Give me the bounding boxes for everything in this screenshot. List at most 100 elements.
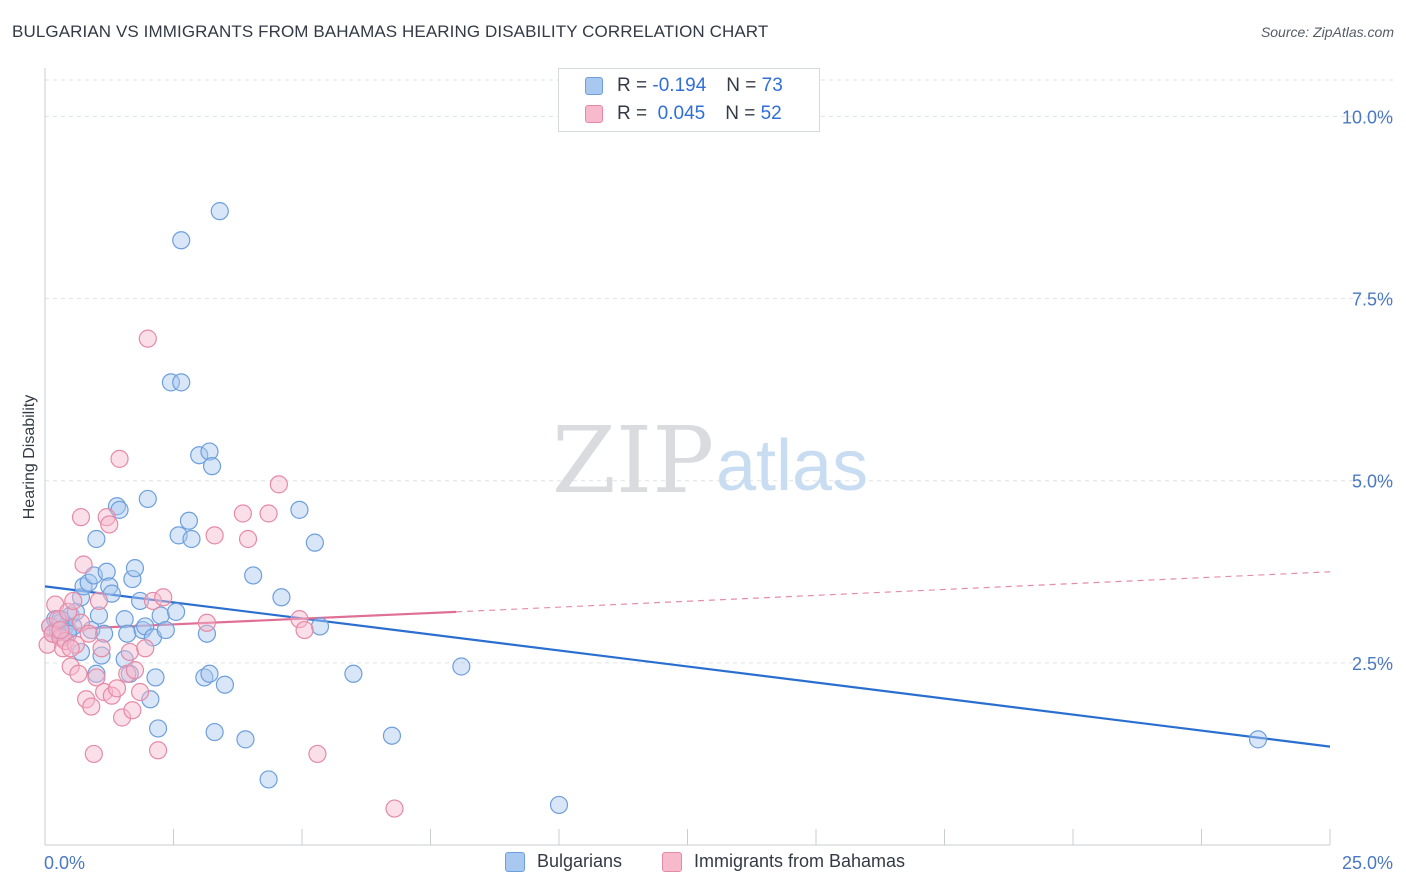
bahamas-point — [269, 475, 288, 494]
bulgarians-point — [215, 675, 234, 694]
bulgarians-point — [141, 690, 160, 709]
bulgarians-point — [97, 562, 116, 581]
series-legend: Bulgarians Immigrants from Bahamas — [0, 851, 1406, 877]
bahamas-point — [136, 639, 155, 658]
bahamas-point — [238, 529, 258, 549]
bahamas-point — [82, 697, 101, 716]
bahamas-point — [112, 708, 132, 727]
bahamas-point — [138, 329, 157, 348]
bahamas-point — [64, 591, 83, 611]
bulgarians-point — [382, 726, 402, 745]
bulgarians-point — [92, 646, 111, 665]
bahamas-point — [92, 639, 111, 658]
bahamas-point — [125, 661, 145, 680]
legend-item-bulgarians: Bulgarians — [505, 851, 622, 872]
bahamas-point — [100, 515, 119, 534]
watermark-atlas: atlas — [716, 426, 868, 506]
bahamas-trend-extension — [456, 571, 1331, 613]
bahamas-trend-line — [44, 610, 457, 632]
bulgarians-point — [172, 373, 191, 392]
bahamas-point — [79, 624, 98, 643]
bulgarians-point — [123, 569, 142, 589]
y-tick-labels: 2.5% 5.0% 7.5% 10.0% — [1342, 107, 1393, 673]
trend-lines — [44, 571, 1331, 748]
bulgarians-point — [156, 620, 175, 640]
legend-r-label: R = — [617, 103, 648, 124]
bahamas-point — [97, 508, 116, 527]
bahamas-point — [130, 682, 150, 702]
watermark-zip: ZIP — [552, 407, 714, 514]
legend-swatch — [662, 851, 682, 872]
bulgarians-point — [130, 591, 150, 611]
bulgarians-point — [272, 588, 291, 607]
bahamas-point — [110, 449, 129, 468]
bulgarians-point — [190, 446, 209, 465]
data-points — [38, 202, 1268, 818]
bulgarians-point — [259, 770, 278, 789]
bahamas-point — [71, 508, 91, 527]
bulgarians-point — [202, 457, 222, 476]
x-tick-labels: 0.0% 25.0% — [44, 853, 1393, 873]
bulgarians-point — [244, 566, 263, 585]
bulgarians-point — [344, 664, 363, 683]
legend-r-label: R = — [617, 75, 648, 96]
bahamas-point — [148, 741, 168, 760]
y-tick-label: 5.0% — [1352, 472, 1393, 492]
legend-n-label: N = — [725, 103, 756, 124]
legend-label: Bulgarians — [537, 851, 623, 871]
bahamas-point — [69, 664, 88, 683]
bahamas-point — [87, 668, 106, 687]
bahamas-point — [61, 657, 80, 676]
legend-n-value: 73 — [761, 75, 783, 96]
bulgarians-point — [87, 529, 106, 549]
legend-swatch-bulgarians — [585, 77, 603, 95]
legend-row-bahamas: R = 0.045 N = 52 — [585, 102, 782, 126]
bahamas-point — [233, 504, 252, 523]
bulgarians-point — [125, 559, 145, 578]
bahamas-point — [290, 610, 309, 629]
legend-r-value: -0.194 — [652, 75, 707, 96]
bulgarians-point — [200, 664, 219, 683]
bulgarians-point — [310, 617, 330, 636]
y-tick-label: 10.0% — [1342, 107, 1393, 127]
bulgarians-point — [236, 730, 255, 749]
bulgarians-point — [100, 577, 119, 596]
y-tick-label: 2.5% — [1352, 654, 1393, 674]
bulgarians-point — [179, 511, 199, 530]
bahamas-point — [89, 591, 109, 611]
x-tick-label: 25.0% — [1342, 853, 1393, 873]
bahamas-point — [259, 504, 278, 523]
bulgarians-point — [290, 500, 309, 519]
bulgarians-point — [118, 624, 137, 643]
legend-swatch — [505, 851, 525, 872]
bulgarians-point — [146, 668, 165, 687]
bulgarians-point — [115, 610, 134, 629]
legend-swatch-bahamas — [585, 105, 603, 123]
legend-n-label: N = — [726, 75, 757, 96]
bahamas-point — [385, 799, 404, 818]
bahamas-point — [120, 642, 139, 662]
bulgarians-point — [95, 624, 114, 643]
bahamas-point — [61, 639, 80, 658]
bulgarians-point — [1248, 730, 1268, 749]
bulgarians-trend-line — [44, 585, 1331, 748]
bulgarians-point — [161, 373, 181, 392]
bulgarians-point — [210, 202, 229, 221]
bulgarians-point — [148, 719, 168, 738]
bahamas-point — [123, 701, 142, 720]
bulgarians-point — [452, 657, 471, 676]
bulgarians-point — [89, 606, 109, 625]
watermark: ZIP atlas — [552, 407, 868, 514]
bulgarians-point — [182, 529, 201, 549]
stats-legend: R = -0.194 N = 73 R = 0.045 N = 52 — [558, 68, 820, 132]
bahamas-point — [84, 744, 103, 764]
legend-n-value: 52 — [760, 103, 782, 124]
chart-title: BULGARIAN VS IMMIGRANTS FROM BAHAMAS HEA… — [12, 22, 769, 41]
legend-label: Immigrants from Bahamas — [694, 851, 906, 871]
bahamas-point — [74, 555, 93, 574]
bahamas-point — [295, 620, 314, 640]
bahamas-point — [143, 591, 163, 611]
bulgarians-point — [305, 533, 324, 552]
legend-r-value: 0.045 — [657, 103, 706, 124]
